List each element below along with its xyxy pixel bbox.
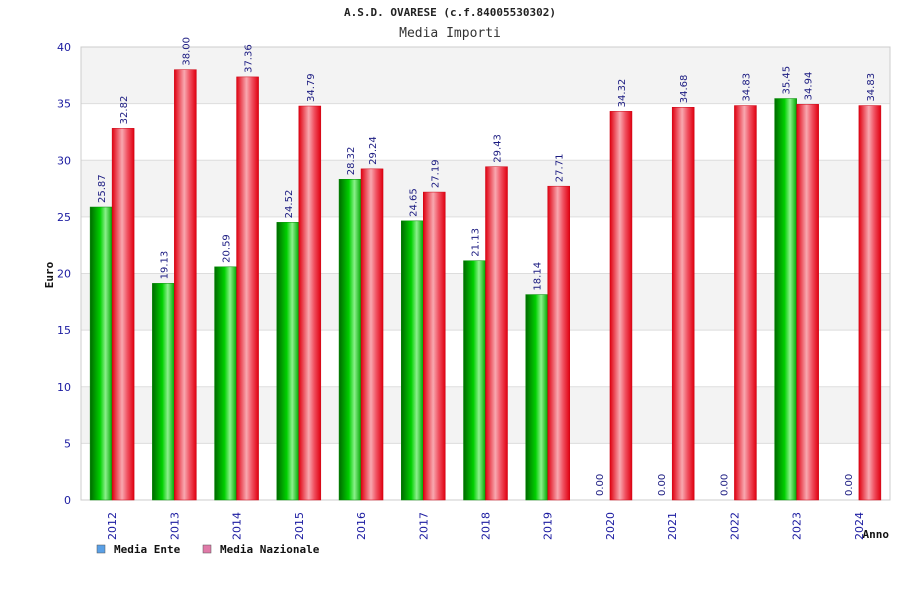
data-label: 34.83 [741, 73, 752, 102]
chart-subtitle: Media Importi [399, 26, 501, 41]
bar-media-ente-2023 [774, 98, 797, 501]
x-axis: 2012 2013 2014 2015 2016 2017 2018 2019 2020 2021… [106, 512, 866, 540]
data-label: 34.32 [617, 79, 628, 108]
data-label: 24.65 [408, 188, 419, 217]
bar-media-ente-2012 [89, 206, 113, 501]
x-tick-label: 2012 [106, 512, 119, 540]
bars [89, 69, 882, 501]
y-axis: 0 5 10 15 20 25 30 35 40 [57, 41, 71, 507]
legend-swatch-media-nazionale [202, 544, 212, 554]
bar-media-ente-2016 [338, 179, 362, 501]
bar-media-nazionale-2018 [485, 166, 508, 501]
data-label: 21.13 [471, 228, 482, 257]
data-label: 19.13 [159, 251, 170, 280]
legend-swatch-media-ente [96, 544, 106, 554]
bar-media-ente-2013 [152, 283, 175, 501]
data-label: 34.94 [804, 72, 815, 101]
data-label: 29.43 [493, 134, 504, 163]
data-label: 35.45 [782, 66, 793, 95]
x-tick-label: 2024 [853, 512, 866, 540]
bar-media-nazionale-2020 [609, 111, 633, 501]
x-tick-label: 2022 [728, 512, 741, 540]
bar-media-nazionale-2014 [236, 76, 259, 501]
grid-band [81, 103, 890, 161]
data-label: 0.00 [595, 474, 606, 496]
data-label: 34.68 [679, 75, 690, 104]
legend: Media Ente Media Nazionale [96, 543, 320, 556]
x-tick-label: 2021 [666, 512, 679, 540]
data-label: 32.82 [119, 96, 130, 125]
data-label: 34.83 [866, 73, 877, 102]
y-axis-title: Euro [43, 261, 56, 288]
y-tick-label: 30 [57, 154, 71, 167]
x-tick-label: 2019 [542, 512, 555, 540]
data-label: 24.52 [284, 190, 295, 219]
data-labels: 25.87 32.82 19.13 38.00 20.59 37.36 24.52 34.79… [97, 37, 877, 496]
data-label: 27.71 [555, 154, 566, 183]
x-tick-label: 2013 [168, 512, 181, 540]
bar-media-nazionale-2024 [858, 105, 882, 501]
bar-media-nazionale-2016 [360, 168, 384, 501]
data-label: 0.00 [844, 474, 855, 496]
y-tick-label: 40 [57, 41, 71, 54]
bar-media-ente-2017 [401, 220, 424, 501]
x-tick-label: 2015 [293, 512, 306, 540]
data-label: 0.00 [657, 474, 668, 496]
data-label: 25.87 [97, 174, 108, 203]
x-axis-title: Anno [863, 528, 890, 541]
x-tick-label: 2016 [355, 512, 368, 540]
data-label: 20.59 [222, 234, 233, 263]
bar-media-nazionale-2019 [547, 185, 570, 501]
bar-media-nazionale-2013 [174, 69, 197, 501]
legend-label-media-ente: Media Ente [114, 543, 181, 556]
x-tick-label: 2023 [791, 512, 804, 540]
chart-title: A.S.D. OVARESE (c.f.84005530302) [344, 6, 556, 19]
y-tick-label: 5 [64, 437, 71, 450]
bar-media-nazionale-2017 [423, 191, 446, 501]
data-label: 18.14 [533, 262, 544, 291]
bar-media-nazionale-2021 [671, 106, 695, 501]
legend-label-media-nazionale: Media Nazionale [220, 543, 320, 556]
data-label: 29.24 [368, 136, 379, 165]
bar-media-nazionale-2022 [734, 105, 757, 501]
data-label: 37.36 [244, 44, 255, 73]
x-tick-label: 2014 [231, 512, 244, 540]
x-tick-label: 2018 [480, 512, 493, 540]
y-tick-label: 15 [57, 324, 71, 337]
bar-media-ente-2014 [214, 266, 237, 501]
bar-media-nazionale-2023 [796, 104, 819, 501]
grid-band [81, 47, 890, 104]
data-label: 0.00 [719, 474, 730, 496]
data-label: 28.32 [346, 147, 357, 176]
y-tick-label: 25 [57, 211, 71, 224]
y-tick-label: 10 [57, 381, 71, 394]
y-tick-label: 35 [57, 98, 71, 111]
data-label: 34.79 [306, 73, 317, 102]
y-tick-label: 20 [57, 268, 71, 281]
x-tick-label: 2017 [417, 512, 430, 540]
bar-media-ente-2018 [463, 260, 486, 501]
bar-media-nazionale-2012 [111, 128, 135, 501]
bar-media-ente-2015 [276, 222, 300, 501]
bar-media-nazionale-2015 [298, 105, 322, 501]
data-label: 38.00 [181, 37, 192, 66]
data-label: 27.19 [430, 159, 441, 188]
x-tick-label: 2020 [604, 512, 617, 540]
bar-media-ente-2019 [525, 294, 548, 501]
y-tick-label: 0 [64, 494, 71, 507]
